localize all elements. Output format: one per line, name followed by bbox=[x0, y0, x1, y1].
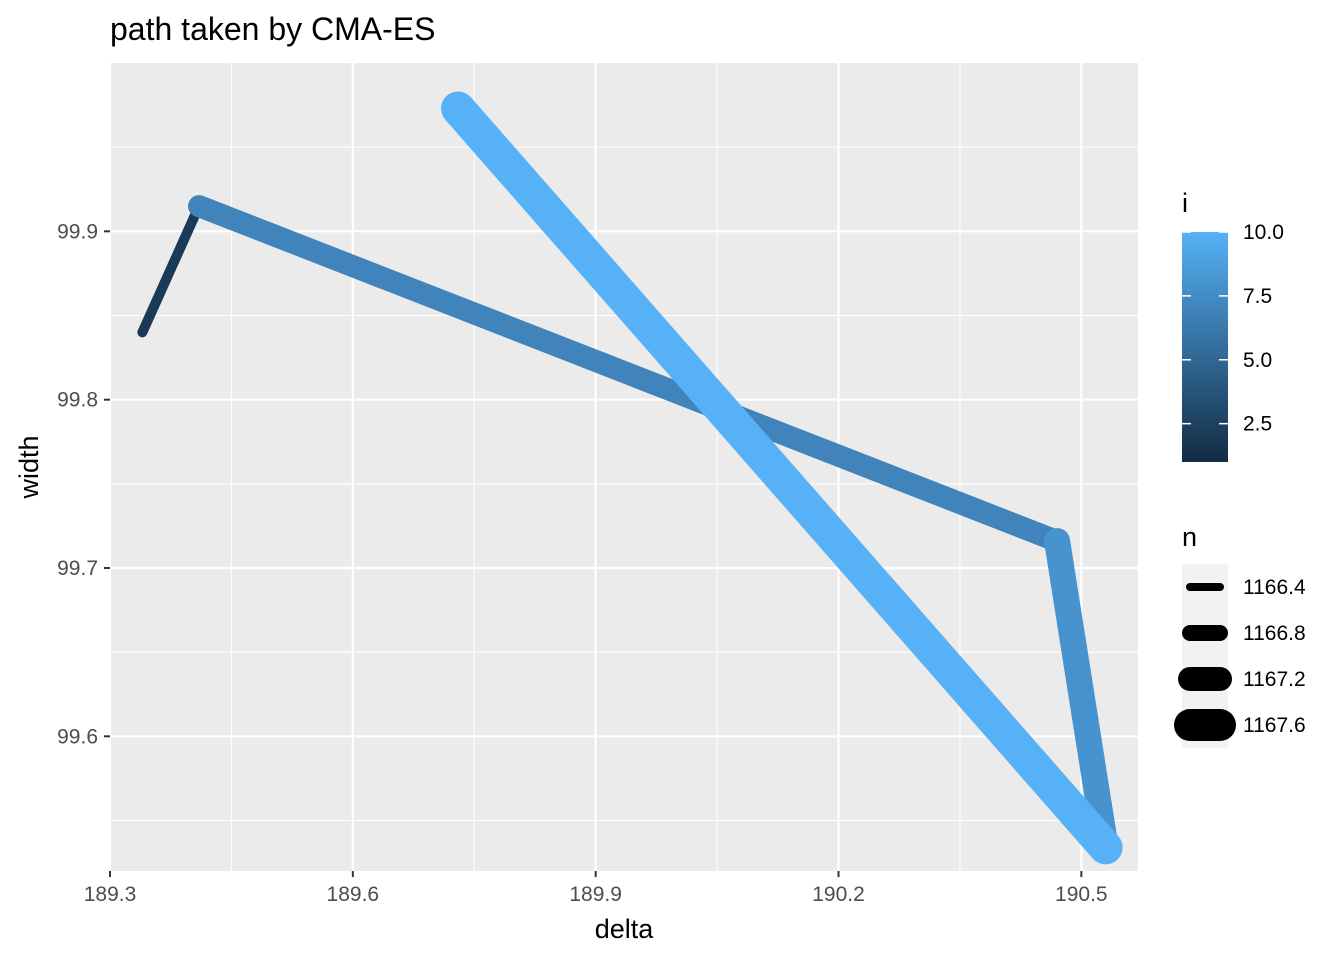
plot-panel bbox=[110, 63, 1138, 871]
y-tick-label: 99.7 bbox=[57, 557, 98, 580]
colorbar-label: 7.5 bbox=[1243, 285, 1272, 308]
path-segment bbox=[1044, 528, 1119, 861]
size-legend-label: 1166.8 bbox=[1243, 622, 1306, 645]
x-axis-ticks: 189.3 189.6 189.9 190.2 190.5 bbox=[84, 871, 1108, 906]
size-legend-title: n bbox=[1182, 522, 1197, 552]
x-tick-label: 189.9 bbox=[569, 883, 622, 906]
path-segment bbox=[441, 91, 1123, 865]
size-legend-keys: 1166.4 1166.8 1167.2 1167.6 bbox=[1174, 576, 1306, 741]
size-legend-label: 1167.2 bbox=[1243, 668, 1306, 691]
colorbar-ticks: 2.5 5.0 7.5 10.0 bbox=[1182, 221, 1284, 436]
size-legend-label: 1166.4 bbox=[1243, 576, 1306, 599]
colorbar-label: 10.0 bbox=[1243, 221, 1284, 244]
path-segment bbox=[188, 195, 1069, 553]
x-tick-label: 189.3 bbox=[84, 883, 137, 906]
x-tick-label: 190.5 bbox=[1055, 883, 1108, 906]
x-tick-label: 190.2 bbox=[812, 883, 865, 906]
colorbar-label: 5.0 bbox=[1243, 349, 1272, 372]
x-axis-title: delta bbox=[595, 914, 655, 944]
grid-minor bbox=[110, 63, 1138, 871]
size-legend: n 1166.4 1166.8 1167.2 1167.6 bbox=[1174, 522, 1306, 748]
chart-title: path taken by CMA-ES bbox=[110, 11, 435, 47]
y-tick-label: 99.8 bbox=[57, 389, 98, 412]
y-tick-label: 99.9 bbox=[57, 220, 98, 243]
size-legend-label: 1167.6 bbox=[1243, 714, 1306, 737]
path-segment bbox=[137, 201, 205, 338]
color-legend-title: i bbox=[1182, 188, 1188, 218]
y-tick-label: 99.6 bbox=[57, 725, 98, 748]
y-axis-ticks: 99.6 99.7 99.8 99.9 bbox=[57, 220, 110, 748]
path-layer bbox=[137, 91, 1123, 865]
colorbar-label: 2.5 bbox=[1243, 413, 1272, 436]
y-axis-title: width bbox=[14, 435, 44, 499]
x-tick-label: 189.6 bbox=[327, 883, 380, 906]
color-legend: i 2.5 5.0 7.5 10.0 bbox=[1182, 188, 1284, 462]
colorbar bbox=[1182, 232, 1228, 462]
